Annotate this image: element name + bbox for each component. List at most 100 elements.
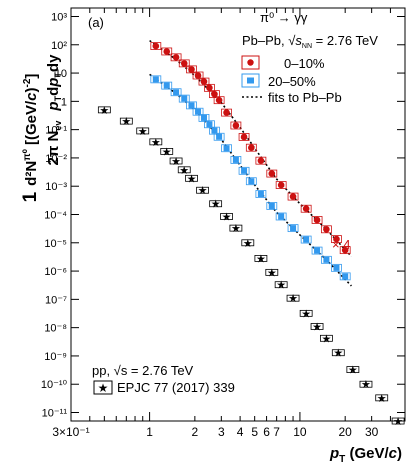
semicentral-syst-box xyxy=(178,94,190,103)
central-syst-box xyxy=(245,143,257,152)
central-point xyxy=(323,225,330,233)
plot-frame xyxy=(70,7,406,422)
central-point xyxy=(341,246,349,254)
semicentral-point xyxy=(232,156,239,163)
pp-point: ★ xyxy=(211,198,221,211)
semicentral-syst-box xyxy=(221,144,232,153)
semicentral-point xyxy=(223,145,230,152)
central-syst-box xyxy=(331,235,342,244)
central-syst-box xyxy=(192,71,204,80)
semicentral-point xyxy=(181,95,188,102)
pp-point: ★ xyxy=(312,320,322,333)
pp-syst-box xyxy=(160,148,174,155)
y-tick-label: 10⁻³ xyxy=(45,181,67,193)
central-syst-box xyxy=(320,225,332,234)
central-syst-box xyxy=(213,96,225,105)
central-point xyxy=(257,157,265,164)
panel-label: (a) xyxy=(88,15,104,30)
semicentral-point xyxy=(290,225,297,232)
pp-syst-box xyxy=(331,349,345,357)
semicentral-syst-box xyxy=(339,272,351,281)
legend-process: π⁰ → γγ xyxy=(260,10,308,25)
central-point xyxy=(302,205,310,213)
pp-point: ★ xyxy=(256,252,266,265)
pp-syst-box xyxy=(229,224,243,232)
x-tick-label: 10 xyxy=(293,425,307,439)
x-tick-label: 3 xyxy=(218,425,225,439)
central-point xyxy=(277,181,285,189)
pp-point: ★ xyxy=(361,378,371,391)
semicentral-syst-box xyxy=(320,255,332,264)
y-tick-label: 10⁻⁹ xyxy=(44,351,67,363)
pp-point: ★ xyxy=(321,332,331,345)
legend-fit-label: fits to Pb–Pb xyxy=(268,90,342,105)
legend-central-label: 0–10% xyxy=(284,56,325,71)
pp-syst-box xyxy=(220,213,233,220)
semicentral-point xyxy=(268,202,275,209)
pp-syst-box xyxy=(196,186,209,194)
semicentral-syst-box xyxy=(198,113,210,122)
semicentral-syst-box xyxy=(311,246,323,255)
pp-label: pp, √s = 2.76 TeV xyxy=(92,363,194,378)
pp-syst-box xyxy=(299,309,313,317)
semicentral-point xyxy=(323,256,330,263)
pp-syst-box xyxy=(359,380,373,388)
pp-syst-box xyxy=(136,127,150,135)
y-tick-label: 10⁻⁷ xyxy=(45,294,67,306)
pp-point: ★ xyxy=(333,347,343,360)
x-tick-label: 4 xyxy=(237,425,244,439)
pp-syst-box xyxy=(319,334,333,342)
legend-semicentral-marker xyxy=(247,77,254,84)
semicentral-point xyxy=(200,114,207,121)
legend-central-box xyxy=(241,55,260,70)
pp-syst-box xyxy=(241,239,255,247)
pp-point: ★ xyxy=(276,279,286,292)
central-point xyxy=(152,42,160,50)
semicentral-syst-box xyxy=(245,177,257,186)
legend-central-marker xyxy=(247,59,254,66)
pp-point: ★ xyxy=(187,172,197,185)
semicentral-point xyxy=(278,213,285,220)
pp-point: ★ xyxy=(243,237,253,250)
svg-text:2π NevpTdpTdy: 2π NevpTdpTdy xyxy=(45,54,63,166)
y-tick-label: 10⁻⁴ xyxy=(44,210,67,222)
pp-point: ★ xyxy=(138,125,148,138)
central-point xyxy=(206,84,213,92)
central-syst-box xyxy=(311,216,323,224)
central-point xyxy=(188,66,195,73)
pp-point: ★ xyxy=(301,307,311,320)
pp-syst-box xyxy=(169,157,183,165)
fit-central xyxy=(149,39,352,257)
x-tick-label: 30 xyxy=(365,425,379,439)
central-syst-box xyxy=(230,121,242,130)
central-syst-box xyxy=(198,77,210,86)
semicentral-syst-box xyxy=(238,166,250,175)
central-point xyxy=(313,216,321,224)
central-point xyxy=(200,78,208,85)
x-tick-label: 20 xyxy=(338,425,352,439)
pp-syst-box xyxy=(286,294,300,302)
pp-syst-box xyxy=(310,323,324,330)
semicentral-point xyxy=(188,102,195,109)
semicentral-syst-box xyxy=(186,101,197,110)
semicentral-syst-box xyxy=(275,212,287,221)
y-tick-label: 10⁻⁸ xyxy=(44,323,67,335)
semicentral-syst-box xyxy=(170,88,182,97)
y-tick-label: 10² xyxy=(51,40,67,52)
legend-semicentral-box xyxy=(241,73,260,88)
central-syst-box xyxy=(178,59,190,68)
svg-text:1d²Nπ⁰ [(GeV/c)-2]: 1d²Nπ⁰ [(GeV/c)-2] xyxy=(20,74,41,203)
pp-syst-box xyxy=(375,394,389,402)
central-point xyxy=(215,96,223,104)
pp-point: ★ xyxy=(222,210,232,223)
semicentral-syst-box xyxy=(213,132,225,141)
y-tick-label: 1 xyxy=(61,96,67,108)
pp-point: ★ xyxy=(231,222,241,235)
semicentral-syst-box xyxy=(331,263,342,272)
central-point xyxy=(194,72,202,79)
x-tick-label: 7 xyxy=(273,425,280,439)
y-tick-label: 10 xyxy=(55,68,67,80)
pp-point: ★ xyxy=(99,104,109,117)
pp-syst-box xyxy=(265,268,279,276)
x-tick-label: 1 xyxy=(146,425,153,439)
